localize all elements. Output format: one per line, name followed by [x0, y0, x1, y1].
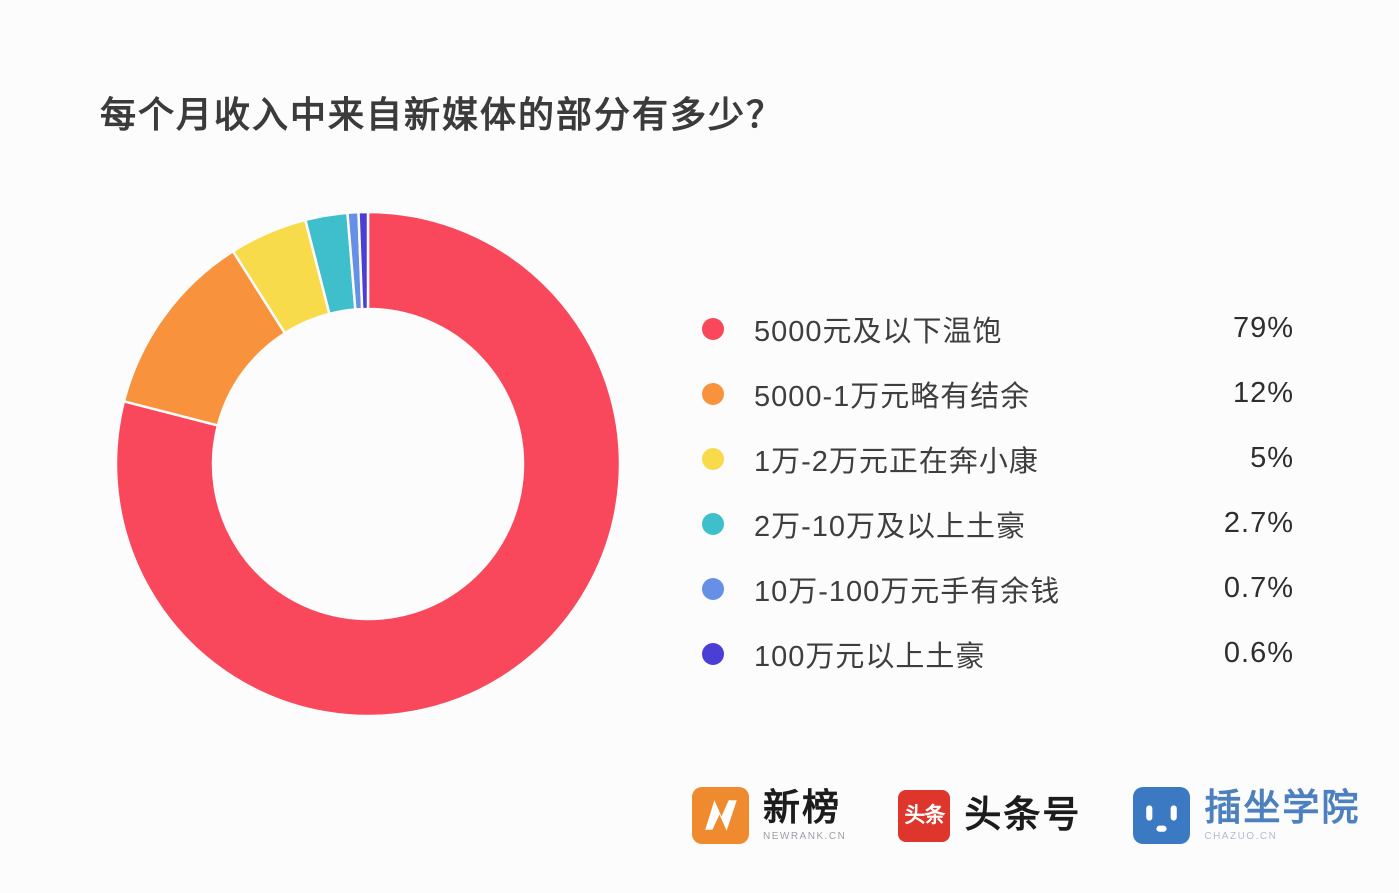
legend-item: 10万-100万元手有余钱 0.7% [702, 556, 1294, 621]
legend-label: 5000-1万元略有结余 [754, 380, 1031, 413]
legend-color-dot [702, 382, 724, 405]
legend-value: 0.6% [1223, 637, 1294, 669]
legend-label: 100万元以上土豪 [754, 640, 986, 673]
newrank-name: 新榜 [763, 787, 841, 829]
legend-value: 5% [1250, 442, 1294, 474]
legend-color-dot [702, 512, 724, 535]
legend: 5000元及以下温饱 79% 5000-1万元略有结余 12% 1万-2万元正在奔小康 5… [702, 296, 1294, 686]
donut-slice-0 [114, 210, 622, 718]
donut-chart-svg [114, 210, 622, 718]
legend-color-dot [702, 642, 724, 665]
legend-item: 2万-10万及以上土豪 2.7% [702, 491, 1294, 556]
toutiao-icon: 头条 [898, 789, 951, 842]
lightning-n-icon [705, 800, 737, 831]
legend-value: 0.7% [1223, 572, 1294, 604]
robot-face-icon [1146, 805, 1178, 832]
legend-color-dot [702, 577, 724, 600]
newrank-icon [692, 787, 749, 844]
legend-value: 12% [1232, 377, 1294, 409]
chazuo-name: 插坐学院 [1204, 787, 1361, 829]
legend-color-dot [702, 447, 724, 470]
legend-label: 10万-100万元手有余钱 [754, 575, 1061, 608]
legend-label: 2万-10万及以上土豪 [754, 510, 1027, 543]
legend-label: 5000元及以下温饱 [754, 315, 1003, 348]
legend-label: 1万-2万元正在奔小康 [754, 445, 1039, 478]
legend-color-dot [702, 317, 724, 340]
donut-slice-5 [357, 210, 370, 311]
legend-item: 5000-1万元略有结余 12% [702, 361, 1294, 426]
footer-logos: 新榜 NEWRANK.CN 头条 头条号 插坐学院 CHAZU [692, 768, 1360, 863]
donut-chart [112, 208, 624, 720]
newrank-logo-group: 新榜 NEWRANK.CN [692, 787, 846, 844]
toutiao-name: 头条号 [964, 794, 1082, 836]
newrank-subtext: NEWRANK.CN [763, 830, 847, 842]
legend-value: 79% [1232, 312, 1294, 344]
toutiao-logo-group: 头条 头条号 [898, 789, 1082, 842]
toutiao-text-block: 头条号 [964, 794, 1082, 836]
legend-item: 5000元及以下温饱 79% [702, 296, 1294, 361]
chazuo-subtext: CHAZUO.CN [1204, 830, 1278, 842]
legend-item: 1万-2万元正在奔小康 5% [702, 426, 1294, 491]
chazuo-icon [1133, 787, 1191, 844]
legend-item: 100万元以上土豪 0.6% [702, 621, 1294, 686]
chazuo-logo-group: 插坐学院 CHAZUO.CN [1133, 787, 1360, 844]
newrank-text-block: 新榜 NEWRANK.CN [763, 787, 847, 842]
toutiao-icon-text: 头条 [904, 804, 945, 827]
chazuo-text-block: 插坐学院 CHAZUO.CN [1204, 787, 1361, 842]
page-title: 每个月收入中来自新媒体的部分有多少？ [100, 94, 785, 135]
legend-value: 2.7% [1223, 507, 1294, 539]
